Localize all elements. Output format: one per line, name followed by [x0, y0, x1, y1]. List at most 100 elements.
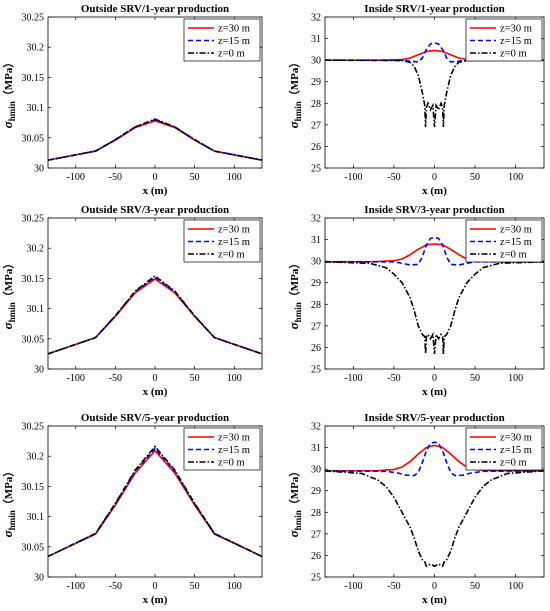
panel-4-legend-label-3: z=0 m [500, 250, 527, 261]
panel-4-x-tick-label: 0 [432, 373, 437, 384]
panel-3-x-tick-label: -50 [109, 373, 122, 384]
panel-3-chart-title: Outside SRV/3-year production [81, 204, 229, 216]
panel-3-x-tick-label: -100 [67, 373, 85, 384]
panel-5-x-tick-label: -100 [67, 581, 85, 592]
panel-5-y-tick-label: 30 [34, 573, 44, 584]
panel-4-x-tick-label: -100 [344, 373, 362, 384]
panel-6-x-tick-label: -50 [387, 581, 400, 592]
panel-1-chart-title: Outside SRV/1-year production [81, 3, 229, 15]
panel-5-y-tick-label: 30.2 [27, 452, 45, 463]
panel-2-y-tick-label: 31 [311, 34, 321, 45]
panel-5-x-tick-label: 50 [190, 581, 200, 592]
panel-5-y-tick-label: 30.05 [22, 542, 45, 553]
panel-6-y-tick-label: 26 [311, 551, 321, 562]
panel-3-y-tick-label: 30.1 [27, 304, 45, 315]
panel-2-y-tick-label: 30 [311, 56, 321, 67]
panel-2-x-axis-label: x (m) [422, 185, 447, 197]
panel-2-x-tick-label: -50 [387, 172, 400, 183]
panel-1-legend-label-1: z=30 m [218, 24, 250, 35]
panel-3-legend-label-1: z=30 m [218, 225, 250, 236]
panel-2-series-line-3 [325, 59, 544, 128]
panel-2-y-axis-label: σhmin（MPa） [286, 57, 303, 129]
panel-1-y-tick-label: 30.05 [22, 133, 45, 144]
panel-2-y-tick-label: 27 [311, 120, 321, 131]
panel-4-y-tick-label: 29 [311, 278, 321, 289]
panel-1-x-tick-label: 50 [190, 172, 200, 183]
panel-3-x-tick-label: 0 [153, 373, 158, 384]
panel-2-y-tick-label: 29 [311, 77, 321, 88]
panel-1-y-tick-label: 30.2 [27, 43, 45, 54]
panel-5-chart-title: Outside SRV/5-year production [81, 412, 229, 424]
panel-5-legend-label-3: z=0 m [218, 458, 245, 469]
panel-4-legend-label-2: z=15 m [500, 237, 532, 248]
panel-6-x-tick-label: 50 [470, 581, 480, 592]
panel-5-series-line-3 [48, 445, 262, 558]
panel-6-x-axis-label: x (m) [422, 594, 447, 606]
panel-6-y-axis-label: σhmin（MPa） [286, 466, 303, 538]
panel-2-legend-label-3: z=0 m [500, 49, 527, 60]
panel-5-x-tick-label: 0 [153, 581, 158, 592]
panel-3-x-tick-label: 100 [227, 373, 242, 384]
panel-3-y-tick-label: 30.25 [22, 214, 45, 225]
panel-5-x-axis-label: x (m) [143, 594, 168, 606]
panel-6-x-tick-label: 0 [432, 581, 437, 592]
panel-3-y-tick-label: 30 [34, 365, 44, 376]
panel-6-x-tick-label: -100 [344, 581, 362, 592]
panel-4-chart-title: Inside SRV/3-year production [364, 204, 504, 216]
panel-6-chart-title: Inside SRV/5-year production [364, 412, 504, 424]
panel-1-legend-label-2: z=15 m [218, 36, 250, 47]
panel-4-y-tick-label: 25 [311, 365, 321, 376]
panel-4-x-axis-label: x (m) [422, 386, 447, 398]
panel-6-legend-label-1: z=30 m [500, 433, 532, 444]
panel-5-legend-label-1: z=30 m [218, 433, 250, 444]
panel-3-y-tick-label: 30.05 [22, 334, 45, 345]
panel-1-x-axis-label: x (m) [143, 185, 168, 197]
panel-1-x-tick-label: -100 [67, 172, 85, 183]
panel-1-y-tick-label: 30 [34, 164, 44, 175]
panel-1-x-tick-label: 100 [227, 172, 242, 183]
panel-5-y-tick-label: 30.1 [27, 512, 45, 523]
panel-6-legend-label-3: z=0 m [500, 458, 527, 469]
panel-3-x-axis-label: x (m) [143, 386, 168, 398]
panel-3-y-axis-label: σhmin（MPa） [0, 258, 17, 330]
panel-2-x-tick-label: -100 [344, 172, 362, 183]
panel-5-series-line-2 [48, 447, 262, 558]
panel-6-series-line-3 [325, 470, 544, 568]
panel-1-x-tick-label: 0 [153, 172, 158, 183]
panel-6-y-tick-label: 30 [311, 465, 321, 476]
panel-4-legend-label-1: z=30 m [500, 225, 532, 236]
panel-2-y-tick-label: 28 [311, 99, 321, 110]
panel-3-legend-label-2: z=15 m [218, 237, 250, 248]
panel-2-chart-title: Inside SRV/1-year production [364, 3, 504, 15]
panel-1-series-line-3 [48, 118, 262, 161]
panel-6-y-tick-label: 31 [311, 443, 321, 454]
panel-5-legend-label-2: z=15 m [218, 445, 250, 456]
panel-2-y-tick-label: 32 [311, 13, 321, 24]
panel-2-y-tick-label: 25 [311, 164, 321, 175]
panel-5-x-tick-label: -50 [109, 581, 122, 592]
panel-6-y-tick-label: 28 [311, 508, 321, 519]
panel-3-series-line-3 [48, 274, 262, 355]
panel-4-y-tick-label: 28 [311, 300, 321, 311]
panel-4-y-tick-label: 26 [311, 343, 321, 354]
panel-1-legend-label-3: z=0 m [218, 49, 245, 60]
panel-6-series-line-2 [325, 441, 544, 477]
panel-1-y-tick-label: 30.15 [22, 73, 45, 84]
panel-5-x-tick-label: 100 [227, 581, 242, 592]
panel-5-y-tick-label: 30.25 [22, 422, 45, 433]
panel-5-y-tick-label: 30.15 [22, 482, 45, 493]
panel-1-x-tick-label: -50 [109, 172, 122, 183]
panel-6-y-tick-label: 27 [311, 529, 321, 540]
panel-6-legend-label-2: z=15 m [500, 445, 532, 456]
panel-6-y-tick-label: 32 [311, 422, 321, 433]
panel-4-y-tick-label: 30 [311, 257, 321, 268]
panel-1-y-axis-label: σhmin（MPa） [0, 57, 17, 129]
panel-2-legend-label-1: z=30 m [500, 24, 532, 35]
panel-6-y-tick-label: 25 [311, 573, 321, 584]
panel-2-x-tick-label: 0 [432, 172, 437, 183]
panel-3-y-tick-label: 30.15 [22, 274, 45, 285]
panel-2-y-tick-label: 26 [311, 142, 321, 153]
panel-1-y-tick-label: 30.25 [22, 13, 45, 24]
panel-6-x-tick-label: 100 [508, 581, 523, 592]
panel-3-y-tick-label: 30.2 [27, 244, 45, 255]
